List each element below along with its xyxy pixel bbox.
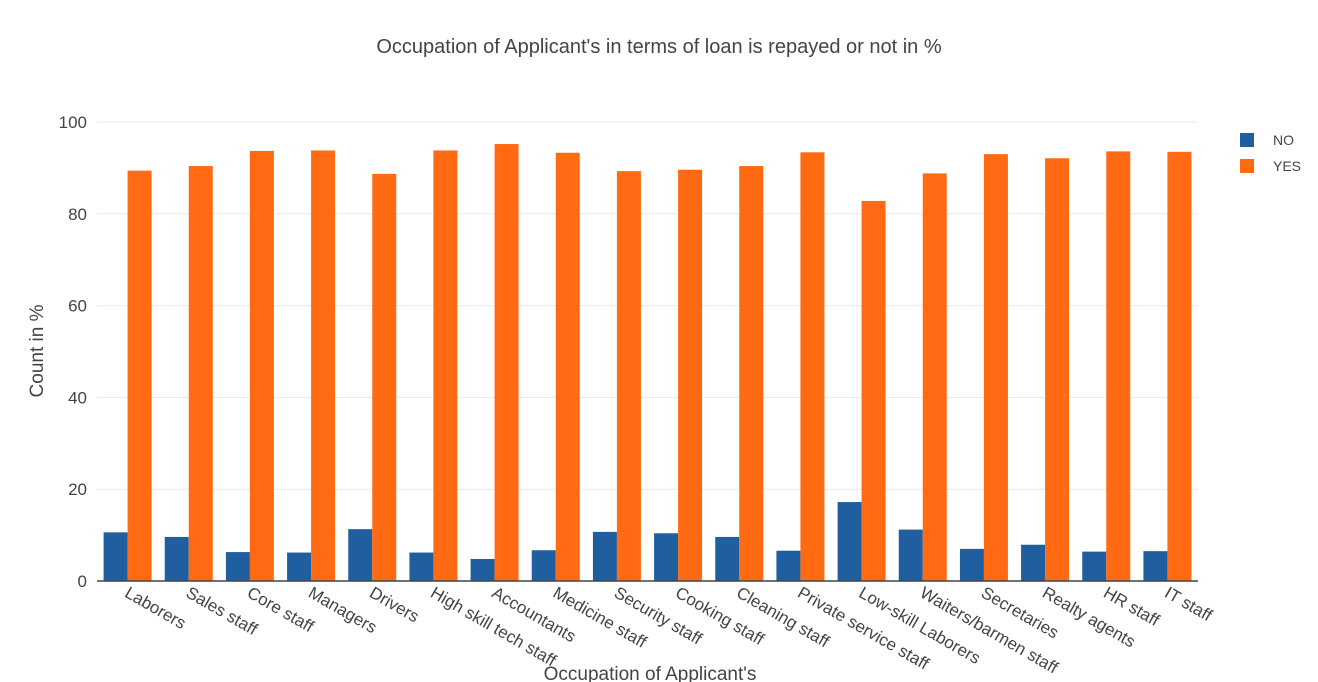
bar-yes <box>249 150 274 582</box>
bar-no <box>592 531 617 581</box>
bar-no <box>837 502 862 581</box>
y-tick-label: 0 <box>78 572 87 591</box>
y-tick-label: 100 <box>59 113 87 132</box>
bar-no <box>1082 551 1107 581</box>
gridlines <box>97 121 1198 490</box>
bar-yes <box>861 200 886 581</box>
legend-label-no: NO <box>1273 132 1294 148</box>
bar-yes <box>555 152 580 582</box>
bar-yes <box>127 170 152 582</box>
bar-yes <box>494 144 519 582</box>
y-axis-title: Count in % <box>27 304 48 397</box>
bar-yes <box>433 150 458 581</box>
bar-no <box>348 529 373 581</box>
bar-no <box>103 532 128 581</box>
bar-yes <box>188 166 213 581</box>
x-tick-label: Managers <box>305 583 380 637</box>
x-tick-label: Laborers <box>122 583 190 633</box>
y-tick-label: 80 <box>68 205 87 224</box>
bar-yes <box>678 169 703 581</box>
bar-no <box>164 536 189 581</box>
bar-no <box>959 548 984 581</box>
bar-yes <box>922 173 947 581</box>
bar-no <box>1143 551 1168 581</box>
bar-no <box>225 552 250 581</box>
bars <box>103 144 1192 582</box>
bar-yes <box>372 173 397 581</box>
y-tick-label: 40 <box>68 388 87 407</box>
bar-no <box>898 529 923 581</box>
legend-swatch-no <box>1240 133 1254 147</box>
x-tick-label: IT staff <box>1161 583 1215 625</box>
bar-no <box>531 550 556 581</box>
bar-yes <box>1167 151 1192 581</box>
legend-label-yes: YES <box>1273 158 1301 174</box>
bar-no <box>776 550 801 581</box>
bar-yes <box>1045 158 1070 582</box>
y-tick-label: 60 <box>68 297 87 316</box>
bar-no <box>409 552 434 581</box>
bar-no <box>470 558 495 581</box>
y-tick-labels: 0 20 40 60 80 100 <box>59 113 87 591</box>
bar-yes <box>1106 151 1131 581</box>
bar-no <box>1021 544 1046 581</box>
bar-no <box>654 533 679 581</box>
bar-no <box>715 536 740 581</box>
chart-title: Occupation of Applicant's in terms of lo… <box>376 36 941 58</box>
bar-yes <box>616 171 641 581</box>
bar-yes <box>800 152 825 581</box>
x-axis-title: Occupation of Applicant's <box>544 664 757 682</box>
legend-swatch-yes <box>1240 159 1254 173</box>
bar-yes <box>311 150 336 581</box>
legend: NO YES <box>1240 132 1301 174</box>
bar-yes <box>739 166 764 581</box>
bar-no <box>287 552 312 581</box>
y-tick-label: 20 <box>68 480 87 499</box>
bar-yes <box>983 154 1008 581</box>
